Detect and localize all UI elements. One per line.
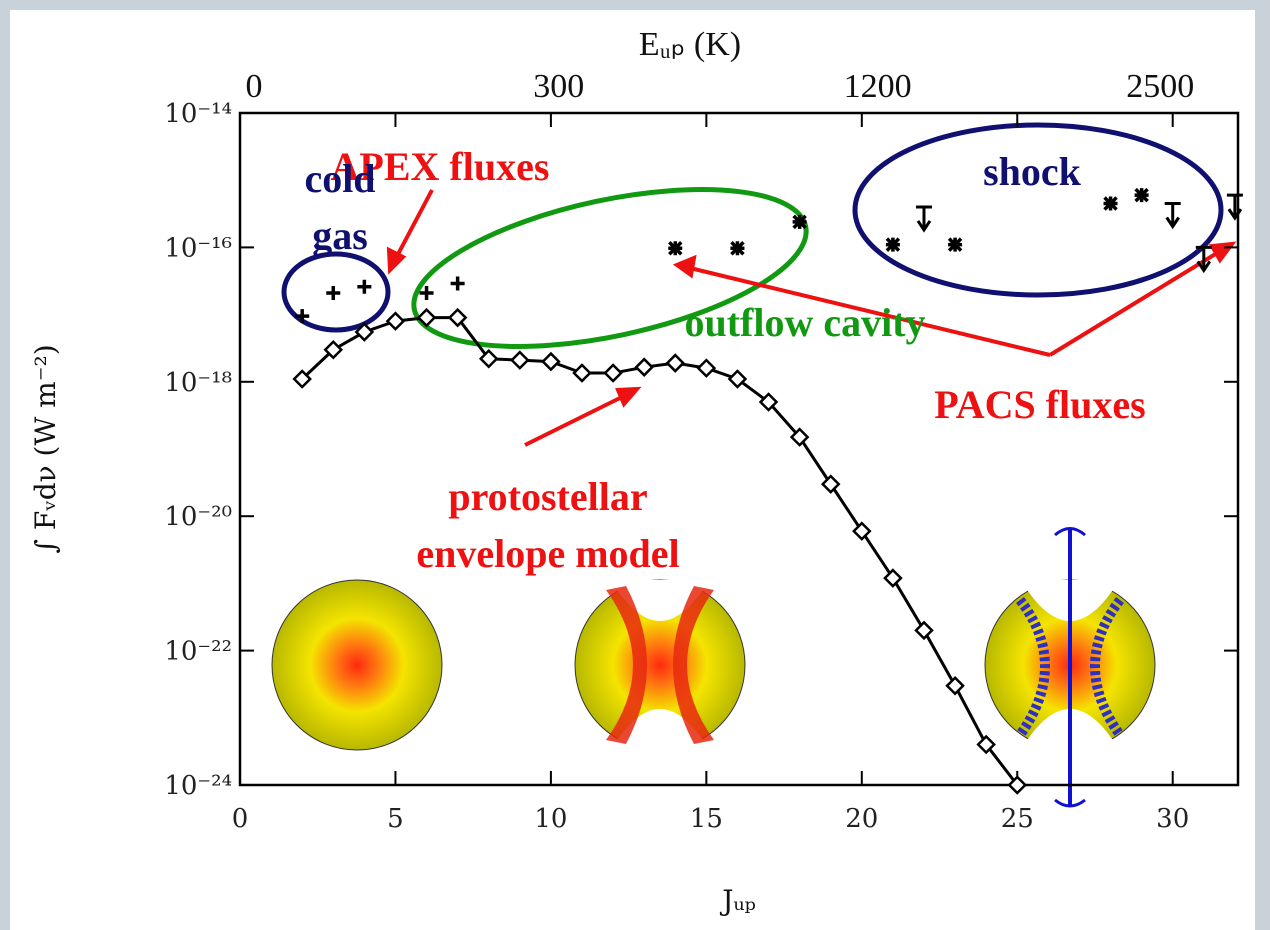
upper-limit-marker (1195, 245, 1212, 274)
y-tick-label: 10⁻²² (164, 637, 232, 667)
diamond-marker (354, 322, 375, 342)
y-tick-label: 10⁻²⁰ (164, 502, 232, 532)
diamond-marker (385, 311, 406, 331)
diamond-marker (572, 363, 592, 383)
diamond-marker (634, 357, 654, 377)
y-tick-label: 10⁻¹⁸ (164, 368, 232, 398)
y-tick-label: 10⁻²⁴ (164, 771, 232, 801)
x2-axis-title: Eᵤₚ (K) (639, 26, 741, 63)
series (915, 193, 1243, 274)
annotation: shock (983, 149, 1082, 194)
annotation: PACS fluxes (934, 382, 1145, 427)
annotation: protostellar (448, 474, 647, 519)
plot-background (10, 10, 1255, 930)
plus-marker (326, 285, 341, 300)
x-tick-label: 5 (387, 804, 404, 834)
diamond-marker (976, 734, 996, 755)
diamond-marker (820, 474, 841, 494)
plus-marker (295, 309, 310, 324)
x2-tick-label: 300 (533, 68, 584, 105)
plus-marker (450, 276, 465, 291)
upper-limit-marker (1226, 193, 1243, 221)
series (295, 276, 465, 324)
diamond-marker (789, 427, 810, 447)
series (292, 307, 1028, 795)
diamond-marker (292, 369, 312, 389)
asterisk-marker (1134, 187, 1149, 203)
diamond-marker (541, 351, 561, 372)
diamond-marker (416, 307, 437, 328)
diamond-marker (1007, 775, 1028, 795)
diamond-marker (447, 307, 468, 328)
x2-tick-label: 1200 (844, 68, 912, 105)
diamond-marker (852, 521, 872, 541)
inset-shock (984, 527, 1156, 808)
x-tick-label: 20 (845, 804, 878, 834)
plus-marker (419, 285, 434, 300)
y-tick-label: 10⁻¹⁶ (164, 233, 232, 263)
x-tick-label: 25 (1001, 804, 1034, 834)
diamond-marker (883, 568, 903, 588)
plot-frame (238, 111, 1240, 787)
diamond-marker (696, 358, 717, 378)
diamond-marker (510, 350, 530, 370)
diamond-marker (478, 349, 499, 369)
asterisk-marker (792, 214, 807, 230)
annotation: outflow cavity (684, 300, 925, 345)
x-tick-label: 0 (232, 804, 249, 834)
x-axis-title: Jᵤₚ (719, 884, 756, 917)
inset-cavity (574, 579, 746, 752)
asterisk-marker (947, 237, 963, 252)
diamond-marker (323, 339, 344, 360)
annotation: cold (304, 156, 375, 201)
asterisk-marker (885, 237, 901, 252)
x2-tick-label: 0 (246, 68, 263, 105)
asterisk-marker (668, 241, 683, 256)
x2-tick-label: 2500 (1126, 68, 1194, 105)
series (668, 187, 1149, 256)
y-tick-label: 10⁻¹⁴ (164, 99, 232, 129)
diamond-marker (727, 369, 748, 389)
plus-marker (357, 279, 372, 294)
y-axis-title: ∫ Fᵥdν (W m⁻²) (29, 344, 62, 553)
asterisk-marker (1103, 196, 1118, 211)
diamond-marker (665, 353, 686, 373)
annotation: gas (312, 213, 368, 258)
shock-ellipse (852, 122, 1224, 298)
annotation: APEX fluxes (331, 144, 550, 189)
cold-gas-ellipse (281, 251, 391, 333)
diamond-marker (603, 363, 623, 383)
annotation: envelope model (416, 531, 679, 576)
arrows (386, 189, 1237, 447)
asterisk-marker (730, 241, 745, 256)
diamond-marker (914, 620, 934, 641)
inset-spherical (271, 579, 443, 751)
x-tick-label: 30 (1156, 804, 1189, 834)
x-tick-label: 10 (534, 804, 567, 834)
diamond-marker (758, 392, 779, 412)
upper-limit-marker (1164, 202, 1181, 230)
diamond-marker (945, 675, 965, 696)
upper-limit-marker (915, 205, 932, 233)
x-tick-label: 15 (690, 804, 723, 834)
